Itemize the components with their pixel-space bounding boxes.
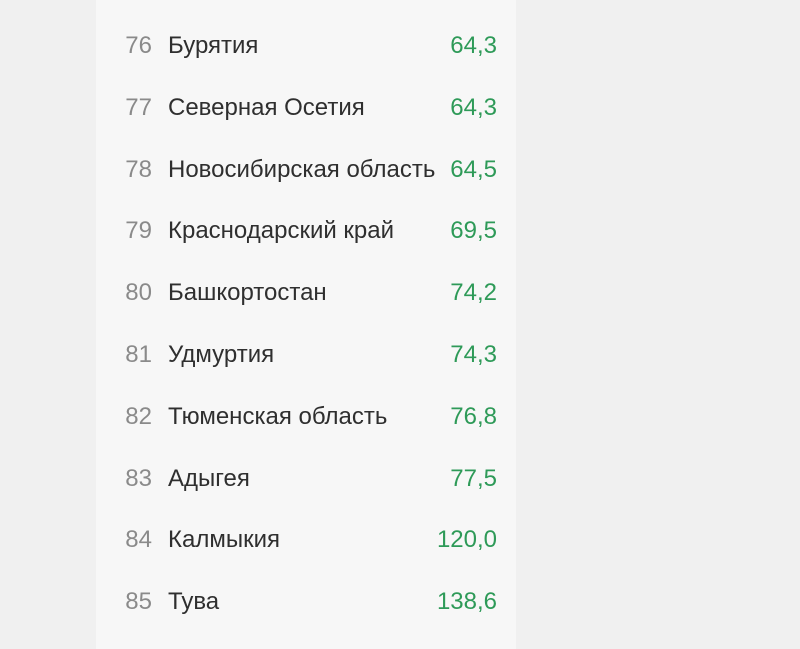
- table: 76 Бурятия 64,3 77 Северная Осетия 64,3 78 Ново…: [96, 0, 516, 649]
- value: 69,5: [450, 217, 497, 245]
- rank: 80: [125, 279, 152, 307]
- value: 64,3: [450, 32, 497, 59]
- rank: 78: [125, 155, 152, 183]
- rank: 84: [125, 526, 152, 554]
- region-name: Адыгея: [168, 464, 250, 492]
- region-name: Удмуртия: [168, 341, 275, 368]
- table-row: 80 Башкортостан 74,2: [96, 273, 516, 313]
- value: 74,3: [450, 341, 497, 368]
- table-row: 77 Северная Осетия 64,3: [96, 88, 516, 128]
- table-row: 85 Тува 138,6: [96, 582, 516, 622]
- table-row: 84 Калмыкия 120,0: [96, 520, 516, 560]
- rank: 81: [125, 341, 152, 368]
- rank: 85: [125, 588, 152, 616]
- region-name: Новосибирская область: [168, 155, 436, 183]
- region-name: Тюменская область: [168, 402, 388, 430]
- value: 64,5: [450, 155, 497, 183]
- value: 77,5: [450, 464, 497, 492]
- region-name: Тува: [168, 588, 220, 616]
- rank: 76: [125, 32, 152, 59]
- region-name: Башкортостан: [168, 279, 327, 307]
- rank: 82: [125, 402, 152, 430]
- rank: 77: [125, 93, 152, 121]
- value: 120,0: [436, 526, 497, 554]
- value: 74,2: [450, 279, 497, 307]
- region-name: Бурятия: [168, 32, 259, 59]
- table-row: 81 Удмуртия 74,3: [96, 335, 516, 375]
- region-name: Краснодарский край: [168, 217, 395, 245]
- region-name: Калмыкия: [168, 526, 280, 554]
- table-row: 78 Новосибирская область 64,5: [96, 150, 516, 190]
- table-row: 76 Бурятия 64,3: [96, 26, 516, 66]
- value: 76,8: [450, 402, 497, 430]
- value: 64,3: [450, 93, 497, 121]
- rank: 79: [125, 217, 152, 245]
- rank: 83: [125, 464, 152, 492]
- region-name: Северная Осетия: [168, 93, 365, 121]
- table-row: 79 Краснодарский край 69,5: [96, 211, 516, 251]
- table-row: 82 Тюменская область 76,8: [96, 397, 516, 437]
- value: 138,6: [436, 588, 497, 616]
- table-row: 83 Адыгея 77,5: [96, 459, 516, 499]
